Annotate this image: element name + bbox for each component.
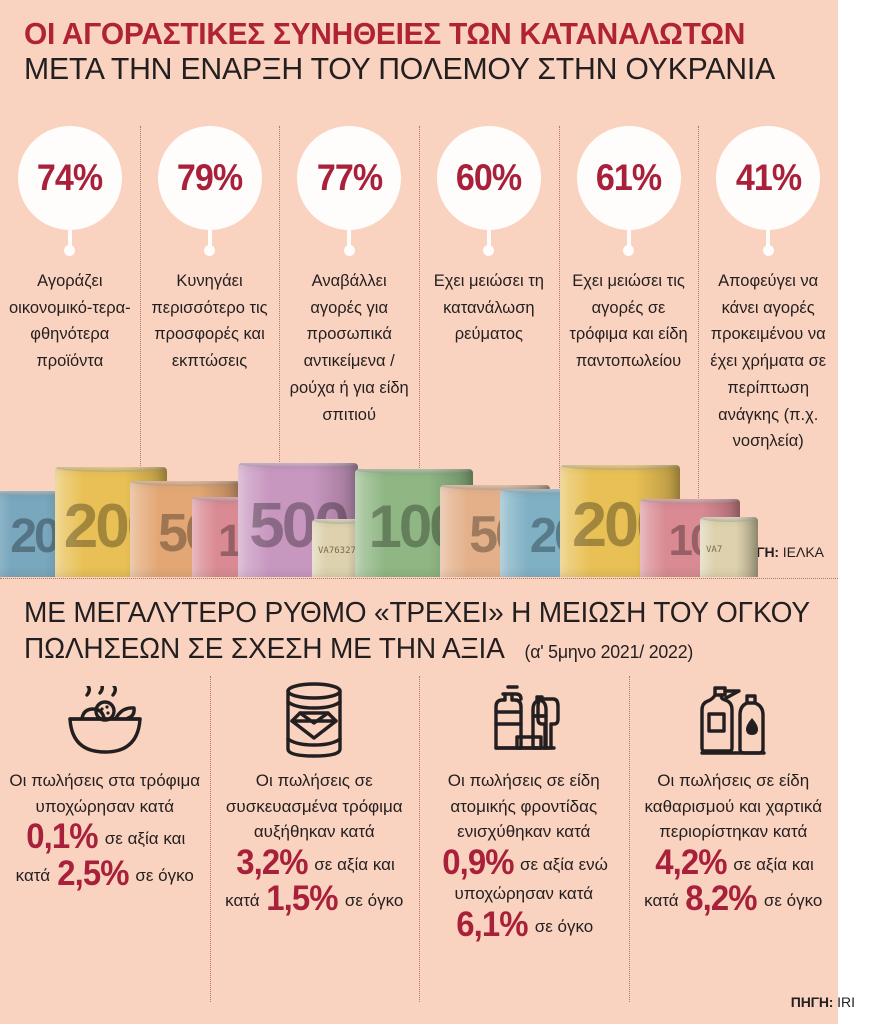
stat-bubble: 61% [576, 126, 681, 230]
card-text-fragment: σε όγκο [340, 891, 404, 911]
section2-headline-block: ΜΕ ΜΕΓΑΛΥΤΕΡΟ ΡΥΘΜΟ «ΤΡΕΧΕΙ» Η ΜΕΙΩΣΗ ΤΟ… [24, 596, 824, 667]
section2-headline-line2-row: ΠΩΛΗΣΕΩΝ ΣΕ ΣΧΕΣΗ ΜΕ ΤΗΝ ΑΞΙΑ (α' 5μηνο … [24, 632, 812, 668]
pin-stem [347, 230, 352, 250]
pin-stem [207, 230, 212, 250]
card-percentage-value: 8,2% [685, 879, 758, 919]
stat-bubble: 79% [157, 126, 262, 230]
stat-column: 77% Αναβάλλει αγορές για προσωπικά αντικε… [279, 126, 419, 566]
stat-pin-marker: 60% [422, 126, 556, 256]
section2-headline-line2: ΠΩΛΗΣΕΩΝ ΣΕ ΣΧΕΣΗ ΜΕ ΤΗΝ ΑΞΙΑ [24, 632, 504, 665]
stat-pin-marker: 79% [143, 126, 277, 256]
stat-percentage-value: 77% [316, 157, 382, 198]
pin-dot [64, 245, 76, 256]
card-text-fragment: Οι πωλήσεις στα τρόφιμα υποχώρησαν κατά [9, 771, 201, 816]
card-text-fragment: Οι πωλήσεις σε είδη καθαρισμού και χαρτι… [644, 771, 823, 841]
card-percentage-value: 3,2% [236, 842, 308, 882]
stat-pin-marker: 74% [3, 126, 137, 256]
stat-percentage-value: 74% [37, 157, 103, 198]
card-description: Οι πωλήσεις σε συσκευασμένα τρόφιμα αυξή… [216, 768, 414, 918]
canned-food-icon [278, 674, 350, 760]
card-text-fragment: σε όγκο [130, 865, 194, 885]
source-iri-value: IRI [837, 994, 855, 1010]
source-iri-label: ΠΗΓΗ: [790, 994, 834, 1010]
stat-bubble: 74% [17, 126, 122, 230]
card-description: Οι πωλήσεις σε είδη ατομικής φροντίδας ε… [425, 768, 623, 944]
stat-pin-marker: 61% [562, 126, 696, 256]
banknote-denomination: 20 [10, 510, 60, 564]
card-text-fragment: Οι πωλήσεις σε συσκευασμένα τρόφιμα αυξή… [225, 771, 403, 841]
stat-percentage-value: 60% [456, 157, 522, 198]
card-percentage-value: 1,5% [266, 879, 339, 919]
stat-percentage-value: 61% [595, 157, 662, 198]
stat-caption: Αναβάλλει αγορές για προσωπικά αντικείμε… [289, 272, 409, 424]
card-text-fragment: σε αξία και κατά [15, 829, 186, 885]
card-percentage-value: 0,1% [26, 817, 99, 856]
card-description: Οι πωλήσεις στα τρόφιμα υποχώρησαν κατά … [6, 768, 204, 893]
pin-dot [762, 245, 774, 256]
card-text-fragment: σε όγκο [759, 891, 823, 911]
card-percentage-value: 4,2% [655, 842, 727, 882]
stat-percentage-value: 79% [176, 157, 243, 198]
banknote-serial: VA76327 [318, 545, 356, 556]
headline-secondary: ΜΕΤΑ ΤΗΝ ΕΝΑΡΞΗ ΤΟΥ ΠΟΛΕΜΟΥ ΣΤΗΝ ΟΥΚΡΑΝΙ… [24, 51, 776, 86]
pin-dot [343, 245, 355, 256]
card-percentage-value: 2,5% [57, 853, 129, 893]
pin-stem [67, 230, 72, 250]
sales-change-card: Οι πωλήσεις σε συσκευασμένα τρόφιμα αυξή… [209, 674, 420, 1024]
stat-column: 61% Εχει μειώσει τις αγορές σε τρόφιμα κα… [558, 126, 699, 566]
pin-stem [626, 230, 631, 250]
stat-bubble: 41% [716, 126, 821, 230]
sales-change-card: Οι πωλήσεις σε είδη καθαρισμού και χαρτι… [628, 674, 839, 1024]
sales-change-card: Οι πωλήσεις σε είδη ατομικής φροντίδας ε… [419, 674, 629, 1024]
stat-caption: Αγοράζει οικονομικό-τερα-φθηνότερα προϊό… [8, 272, 131, 371]
sales-change-card: Οι πωλήσεις στα τρόφιμα υποχώρησαν κατά … [0, 674, 210, 1024]
stat-column: 74% Αγοράζει οικονομικό-τερα-φθηνότερα πρ… [0, 126, 140, 566]
pin-dot [623, 245, 635, 256]
banknote-roll: VA7 [700, 517, 758, 577]
card-text-fragment: Οι πωλήσεις σε είδη ατομικής φροντίδας ε… [447, 771, 600, 841]
stat-caption: Εχει μειώσει τη κατανάλωση ρεύματος [433, 272, 544, 344]
card-percentage-value: 0,9% [441, 842, 514, 882]
stat-column: 41% Αποφεύγει να κάνει αγορές προκειμένου… [698, 126, 838, 566]
consumer-habits-stats-row: 74% Αγοράζει οικονομικό-τερα-φθηνότερα πρ… [0, 126, 838, 566]
section2-period-label: (α' 5μηνο 2021/ 2022) [524, 641, 694, 662]
stat-percentage-value: 41% [735, 157, 801, 198]
pin-dot [204, 245, 215, 256]
headline-primary: ΟΙ ΑΓΟΡΑΣΤΙΚΕΣ ΣΥΝΗΘΕΙΕΣ ΤΩΝ ΚΑΤΑΝΑΛΩΤΩΝ [24, 16, 746, 51]
section-divider [0, 578, 838, 579]
source-iri: ΠΗΓΗ: IRI [791, 994, 855, 1010]
source-ielka-value: ΙΕΛΚΑ [778, 544, 825, 560]
headline-block: ΟΙ ΑΓΟΡΑΣΤΙΚΕΣ ΣΥΝΗΘΕΙΕΣ ΤΩΝ ΚΑΤΑΝΑΛΩΤΩΝ… [24, 16, 824, 88]
stat-caption: Αποφεύγει να κάνει αγορές προκειμένου να… [710, 272, 827, 451]
stat-bubble: 77% [297, 126, 402, 230]
sales-change-cards-row: Οι πωλήσεις στα τρόφιμα υποχώρησαν κατά … [0, 674, 838, 1024]
stat-column: 60% Εχει μειώσει τη κατανάλωση ρεύματος [419, 126, 559, 566]
banknote-serial: VA7 [706, 544, 723, 555]
card-percentage-value: 6,1% [456, 904, 529, 944]
card-text-fragment: σε αξία και κατά [644, 854, 814, 911]
pin-dot [483, 245, 495, 256]
stat-column: 79% Κυνηγάει περισσότερο τις προσφορές κα… [139, 126, 280, 566]
pin-stem [766, 230, 771, 250]
card-text-fragment: σε αξία ενώ υποχώρησαν κατά [454, 854, 608, 904]
cleaning-products-icon [691, 674, 775, 760]
card-description: Οι πωλήσεις σε είδη καθαρισμού και χαρτι… [635, 768, 833, 918]
section2-headline-line1: ΜΕ ΜΕΓΑΛΥΤΕΡΟ ΡΥΘΜΟ «ΤΡΕΧΕΙ» Η ΜΕΙΩΣΗ ΤΟ… [24, 597, 810, 629]
euro-banknote-rolls-image: 202005010500VA76327100502020010VA7 [0, 452, 838, 577]
stat-pin-marker: 41% [701, 126, 835, 256]
card-text-fragment: σε όγκο [530, 916, 594, 936]
stat-bubble: 60% [436, 126, 541, 230]
stat-caption: Εχει μειώσει τις αγορές σε τρόφιμα και ε… [569, 272, 688, 371]
food-bowl-icon [62, 674, 148, 760]
personal-care-icon [481, 674, 567, 760]
stat-pin-marker: 77% [282, 126, 416, 256]
pin-stem [486, 230, 491, 250]
card-text-fragment: σε αξία και κατά [225, 854, 395, 911]
stat-caption: Κυνηγάει περισσότερο τις προσφορές και ε… [151, 272, 268, 371]
